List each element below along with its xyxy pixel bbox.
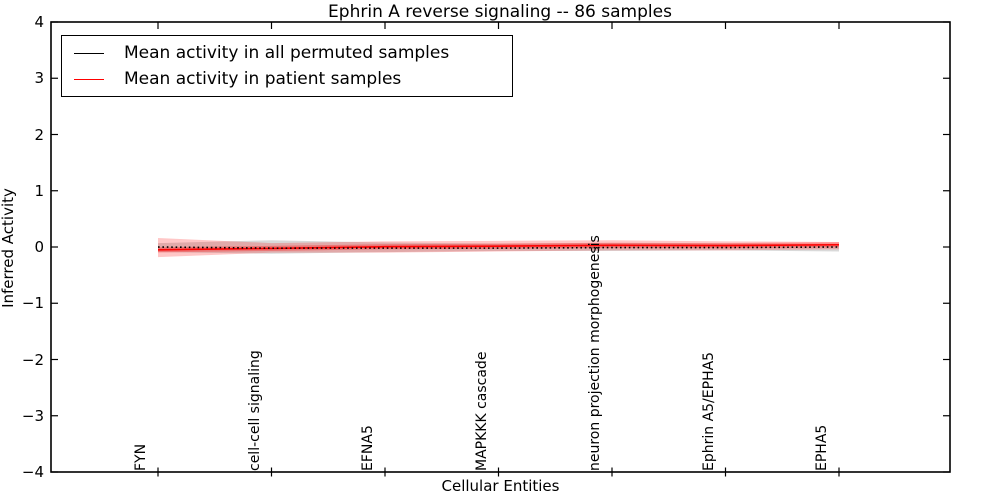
legend-label: Mean activity in all permuted samples bbox=[124, 43, 450, 63]
y-tick-label: 0 bbox=[34, 238, 44, 256]
patient-confidence-band bbox=[158, 238, 839, 258]
y-tick-label: 2 bbox=[34, 125, 44, 144]
x-tick-label: Ephrin A5/EPHA5 bbox=[700, 351, 717, 471]
x-tick-label: MAPKKK cascade bbox=[473, 351, 490, 471]
y-tick-label: 1 bbox=[34, 181, 44, 200]
x-tick-label: cell-cell signaling bbox=[246, 350, 263, 471]
legend: Mean activity in all permuted samples Me… bbox=[61, 35, 513, 97]
legend-item-patient: Mean activity in patient samples bbox=[74, 69, 512, 89]
plot-border bbox=[50, 21, 951, 473]
series-lines bbox=[157, 243, 840, 251]
x-axis-label: Cellular Entities bbox=[441, 477, 560, 495]
y-tick-label: −3 bbox=[21, 406, 44, 425]
legend-line-swatch-black bbox=[74, 52, 104, 54]
y-tick-label: 4 bbox=[34, 13, 44, 31]
chart-title: Ephrin A reverse signaling -- 86 samples bbox=[328, 2, 672, 22]
y-axis-label: Inferred Activity bbox=[0, 188, 17, 308]
x-tick-label: FYN bbox=[133, 443, 149, 471]
y-tick-label: −2 bbox=[21, 350, 44, 369]
patient-mean-line bbox=[157, 243, 840, 251]
permuted-confidence-band bbox=[158, 240, 839, 254]
legend-line-swatch-red bbox=[74, 78, 104, 80]
legend-label: Mean activity in patient samples bbox=[124, 69, 402, 89]
y-tick-label: −1 bbox=[21, 294, 44, 313]
y-tick-label: 3 bbox=[34, 69, 44, 88]
legend-item-permuted: Mean activity in all permuted samples bbox=[74, 43, 512, 63]
x-tick-label: EFNA5 bbox=[360, 425, 376, 471]
y-tick-label: −4 bbox=[21, 463, 44, 481]
x-tick-label: neuron projection morphogenesis bbox=[587, 235, 603, 471]
x-tick-label: EPHA5 bbox=[814, 424, 830, 471]
